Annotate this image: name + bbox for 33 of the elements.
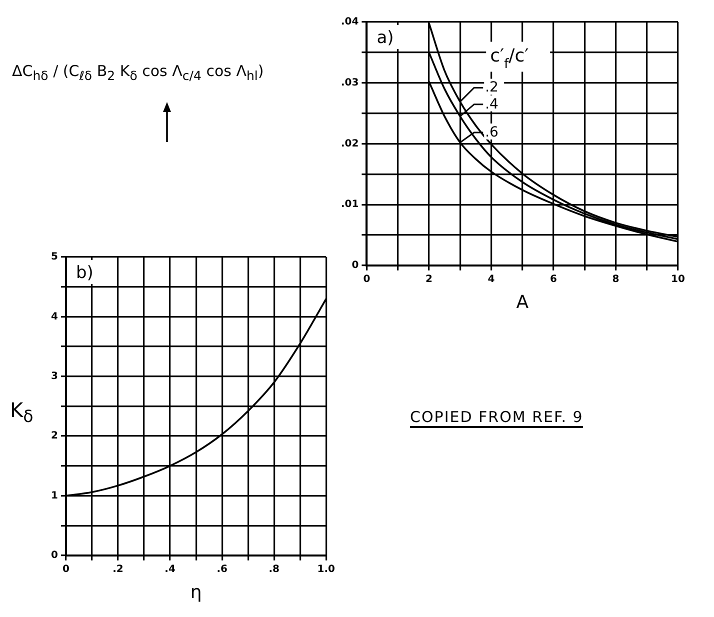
x-tick-label: 4 bbox=[488, 274, 495, 285]
y-tick-label: .03 bbox=[340, 77, 359, 88]
legend-label: .4 bbox=[485, 96, 499, 112]
y-tick-label: 5 bbox=[50, 252, 58, 263]
y-tick-label: 0 bbox=[352, 260, 359, 271]
x-tick-label: 8 bbox=[612, 274, 620, 285]
legend-label: .2 bbox=[485, 80, 498, 96]
x-tick-label: 2 bbox=[425, 274, 432, 285]
x-tick-label: .2 bbox=[112, 564, 124, 575]
x-tick-label: 0 bbox=[62, 564, 70, 575]
y-tick-label: 4 bbox=[50, 311, 58, 322]
x-axis-title: η bbox=[190, 582, 202, 603]
x-tick-label: .8 bbox=[268, 564, 280, 575]
y-tick-label: 2 bbox=[50, 430, 58, 442]
annotation: b) bbox=[76, 263, 94, 283]
y-tick-label: 1 bbox=[50, 490, 58, 502]
x-tick-label: .6 bbox=[216, 564, 228, 575]
x-tick-label: 1.0 bbox=[317, 564, 336, 575]
y-tick-label: 0 bbox=[50, 550, 58, 561]
y-tick-label: .04 bbox=[340, 16, 359, 28]
x-tick-label: .4 bbox=[164, 564, 176, 575]
legend-label: .6 bbox=[485, 124, 499, 140]
y-axis-title: K$_{δ}$ bbox=[10, 398, 34, 426]
annotation: a) bbox=[376, 28, 394, 48]
x-tick-label: 6 bbox=[550, 274, 557, 285]
text: COPIED FROM REF. 9 bbox=[410, 408, 584, 428]
text: ΔC$_{hδ}$ / (C$_{ℓδ}$ B$_{2}$ K$_{δ}$ cos Λ$_{c/4}$ cos Λ$_{hl}$) bbox=[12, 62, 264, 83]
y-tick-label: .01 bbox=[340, 199, 359, 210]
x-axis-title: A bbox=[516, 292, 530, 313]
y-tick-label: 3 bbox=[50, 370, 58, 382]
x-tick-label: 0 bbox=[363, 274, 370, 285]
y-tick-label: .02 bbox=[340, 138, 359, 150]
x-tick-label: 10 bbox=[671, 274, 685, 285]
